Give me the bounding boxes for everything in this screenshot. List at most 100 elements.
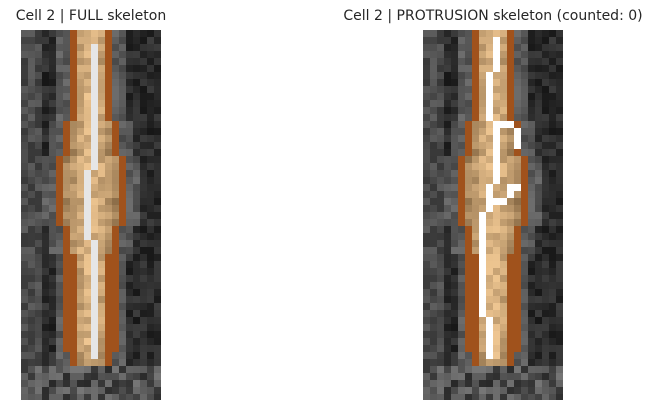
image-pixel xyxy=(465,226,472,233)
image-pixel xyxy=(21,72,28,79)
image-pixel xyxy=(430,100,437,107)
image-pixel xyxy=(514,317,521,324)
image-pixel xyxy=(507,219,514,226)
image-pixel xyxy=(49,93,56,100)
image-pixel xyxy=(493,310,500,317)
image-pixel xyxy=(465,233,472,240)
image-pixel xyxy=(423,72,430,79)
image-pixel xyxy=(535,261,542,268)
image-pixel xyxy=(112,30,119,37)
image-pixel xyxy=(77,205,84,212)
image-pixel xyxy=(70,317,77,324)
image-pixel xyxy=(556,268,563,275)
image-pixel xyxy=(133,184,140,191)
skeleton-pixel xyxy=(91,86,98,93)
image-pixel xyxy=(77,303,84,310)
skeleton-pixel xyxy=(493,51,500,58)
image-pixel xyxy=(514,170,521,177)
image-pixel xyxy=(465,184,472,191)
image-pixel xyxy=(430,107,437,114)
image-pixel xyxy=(119,51,126,58)
image-pixel xyxy=(154,296,161,303)
image-pixel xyxy=(535,359,542,366)
image-pixel xyxy=(77,233,84,240)
image-pixel xyxy=(437,184,444,191)
image-pixel xyxy=(84,86,91,93)
image-pixel xyxy=(84,72,91,79)
image-pixel xyxy=(458,149,465,156)
image-pixel xyxy=(154,205,161,212)
image-pixel xyxy=(458,387,465,394)
image-pixel xyxy=(472,324,479,331)
image-pixel xyxy=(514,240,521,247)
image-pixel xyxy=(451,107,458,114)
image-pixel xyxy=(500,268,507,275)
skeleton-pixel xyxy=(507,121,514,128)
image-pixel xyxy=(514,261,521,268)
image-pixel xyxy=(444,114,451,121)
image-pixel xyxy=(105,212,112,219)
image-pixel xyxy=(472,331,479,338)
image-pixel xyxy=(458,65,465,72)
image-pixel xyxy=(119,72,126,79)
image-pixel xyxy=(140,205,147,212)
image-pixel xyxy=(126,37,133,44)
image-pixel xyxy=(465,289,472,296)
image-pixel xyxy=(56,387,63,394)
image-pixel xyxy=(451,198,458,205)
image-pixel xyxy=(514,30,521,37)
image-pixel xyxy=(465,282,472,289)
image-pixel xyxy=(528,373,535,380)
image-pixel xyxy=(77,156,84,163)
cell-image-full xyxy=(21,30,161,400)
image-pixel xyxy=(465,240,472,247)
image-pixel xyxy=(63,51,70,58)
image-pixel xyxy=(84,394,91,400)
image-pixel xyxy=(28,380,35,387)
image-pixel xyxy=(542,170,549,177)
image-pixel xyxy=(21,163,28,170)
image-pixel xyxy=(35,352,42,359)
image-pixel xyxy=(77,394,84,400)
image-pixel xyxy=(444,233,451,240)
image-pixel xyxy=(35,338,42,345)
image-pixel xyxy=(70,86,77,93)
image-pixel xyxy=(465,338,472,345)
image-pixel xyxy=(119,282,126,289)
image-pixel xyxy=(140,310,147,317)
image-pixel xyxy=(493,296,500,303)
image-pixel xyxy=(70,135,77,142)
image-pixel xyxy=(549,387,556,394)
image-pixel xyxy=(528,156,535,163)
image-pixel xyxy=(56,58,63,65)
image-pixel xyxy=(535,149,542,156)
image-pixel xyxy=(112,177,119,184)
image-pixel xyxy=(535,303,542,310)
image-pixel xyxy=(77,226,84,233)
image-pixel xyxy=(514,212,521,219)
image-pixel xyxy=(91,219,98,226)
image-pixel xyxy=(28,310,35,317)
image-pixel xyxy=(423,37,430,44)
image-pixel xyxy=(63,324,70,331)
image-pixel xyxy=(84,331,91,338)
image-pixel xyxy=(458,100,465,107)
image-pixel xyxy=(77,296,84,303)
image-pixel xyxy=(472,205,479,212)
image-pixel xyxy=(56,44,63,51)
image-pixel xyxy=(486,44,493,51)
skeleton-pixel xyxy=(479,219,486,226)
image-pixel xyxy=(91,198,98,205)
image-pixel xyxy=(28,261,35,268)
image-pixel xyxy=(105,128,112,135)
image-pixel xyxy=(21,275,28,282)
image-pixel xyxy=(84,149,91,156)
image-pixel xyxy=(119,205,126,212)
image-pixel xyxy=(556,58,563,65)
image-pixel xyxy=(556,156,563,163)
image-pixel xyxy=(556,51,563,58)
image-pixel xyxy=(556,359,563,366)
image-pixel xyxy=(49,345,56,352)
image-pixel xyxy=(486,275,493,282)
image-pixel xyxy=(521,233,528,240)
